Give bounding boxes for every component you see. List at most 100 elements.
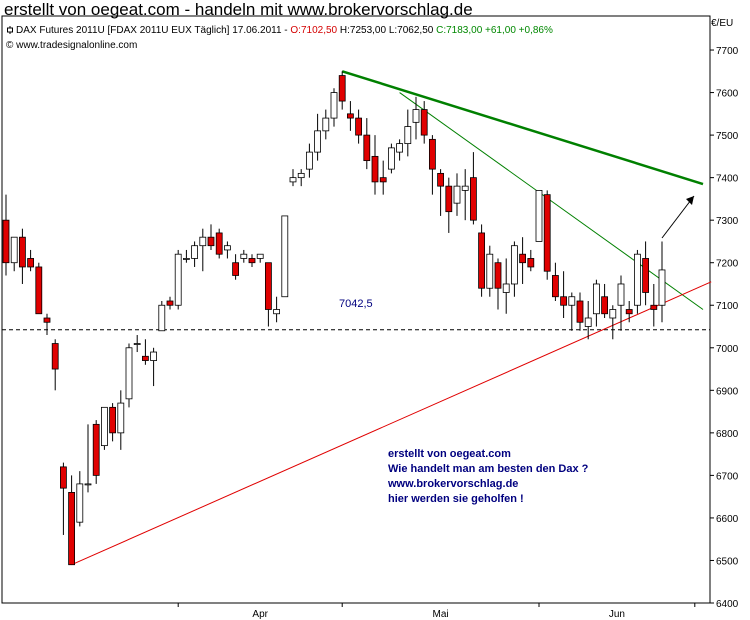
candle-body [396, 143, 404, 153]
candle-body [338, 75, 346, 102]
candle-body [609, 309, 617, 319]
candle-body [428, 138, 436, 170]
candle-body [158, 304, 166, 332]
candle-body [453, 185, 461, 204]
candle-body [60, 466, 67, 489]
candle-body [650, 304, 658, 310]
candle-body [133, 343, 141, 345]
candle-body [51, 343, 59, 370]
y-tick-label: 7300 [716, 216, 739, 227]
y-tick-label: 6500 [716, 556, 739, 567]
candle-body [355, 117, 363, 136]
page-title: erstellt von oegeat.com - handeln mit ww… [4, 0, 473, 19]
candle-body [166, 300, 174, 306]
candle-body [560, 296, 567, 306]
y-tick-label: 6600 [716, 514, 739, 525]
y-tick-label: 6800 [716, 429, 739, 440]
candle-body [125, 347, 133, 400]
candle-body [404, 126, 412, 145]
high-low-values: H:7253,00 L:7062,50 [337, 25, 437, 36]
candle-body [18, 236, 26, 268]
projection-arrow-head [686, 196, 694, 205]
candle-body [617, 283, 625, 306]
y-tick-label: 7500 [716, 131, 739, 142]
candle-body [35, 266, 43, 315]
candle-body [535, 189, 543, 242]
annotation-line: erstellt von oegeat.com [388, 448, 511, 460]
y-tick-label: 6900 [716, 386, 739, 397]
candle-body [232, 262, 240, 276]
candle-body [494, 262, 502, 289]
candle-body [527, 258, 535, 268]
candle-body [240, 253, 248, 259]
candle-body [625, 309, 633, 315]
trendline-resistance-main [341, 70, 704, 186]
candle-body [634, 253, 641, 306]
projection-arrow-shaft [661, 195, 695, 239]
candle-body [379, 177, 387, 183]
instrument-icon [7, 26, 13, 34]
candle-body [2, 219, 10, 264]
candle-body [207, 236, 215, 247]
x-tick-label: Apr [252, 609, 268, 620]
candle-body [593, 283, 600, 315]
annotation-line: hier werden sie geholfen ! [388, 493, 524, 505]
candle-body [199, 236, 207, 247]
annotation-line: www.brokervorschlag.de [388, 478, 519, 490]
candle-body [502, 283, 510, 293]
candle-body [576, 300, 584, 323]
candle-body [363, 134, 371, 162]
level-line-label: 7042,5 [339, 298, 373, 310]
candle-body [84, 483, 92, 486]
candle-body [461, 185, 469, 191]
candle-body [642, 258, 649, 293]
candle-body [281, 215, 289, 298]
y-tick-label: 7100 [716, 301, 739, 312]
candle-body [109, 406, 116, 434]
y-tick-label: 7400 [716, 174, 739, 185]
annotation-text-block: erstellt von oegeat.com Wie handelt man … [388, 447, 588, 507]
candle-body [584, 317, 592, 327]
candle-body [387, 147, 395, 170]
candle-body [420, 109, 428, 136]
instrument-label: DAX Futures 2011U [FDAX 2011U EUX Täglic… [16, 25, 291, 36]
y-tick-label: 7700 [716, 46, 739, 57]
candle-body [117, 402, 125, 434]
plot-frame [1, 15, 711, 604]
candle-body [469, 177, 477, 221]
x-tick-label: Jun [609, 609, 625, 620]
annotation-line: Wie handelt man am besten den Dax ? [388, 463, 589, 475]
candle-body [519, 253, 526, 264]
candle-body [215, 232, 223, 255]
candle-body [76, 483, 84, 523]
y-tick-label: 7000 [716, 344, 739, 355]
candle-body [191, 245, 199, 259]
y-tick-label: 7600 [716, 89, 739, 100]
candle-body [182, 258, 190, 260]
candle-body [256, 253, 264, 259]
candle-body [314, 130, 322, 153]
copyright-notice: © www.tradesignalonline.com [6, 40, 138, 51]
trendline-resistance-short [399, 92, 704, 310]
candle-body [330, 92, 338, 119]
candle-body [68, 492, 75, 566]
instrument-info-line: DAX Futures 2011U [FDAX 2011U EUX Täglic… [16, 25, 553, 36]
candle-body [371, 155, 379, 183]
candle-body [27, 258, 35, 268]
candle-body [248, 258, 256, 264]
candle-body [322, 117, 330, 132]
candle-body [273, 309, 281, 315]
y-tick-label: 7200 [716, 259, 739, 270]
candle-body [445, 185, 453, 213]
candle-body [486, 253, 494, 289]
close-change-value: C:7183,00 +61,00 +0,86% [436, 25, 553, 36]
candle-body [10, 236, 18, 264]
candle-body [264, 262, 272, 310]
candle-body [412, 109, 420, 123]
candle-body [510, 245, 518, 285]
open-value: O:7102,50 [290, 25, 338, 36]
candle-body [543, 194, 551, 272]
x-tick-label: Mai [433, 609, 449, 620]
candle-body [658, 269, 666, 306]
candle-body [150, 351, 158, 361]
